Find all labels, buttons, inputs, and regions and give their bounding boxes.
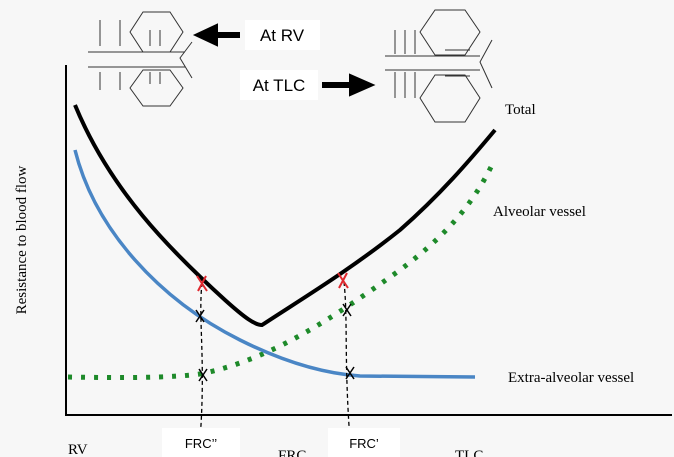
frc-low-label: FRC’’: [185, 436, 217, 451]
x-tlc-label: TLC: [455, 448, 483, 457]
x-rv-label: RV: [68, 442, 88, 457]
diagram: At RV At TLC Total Alveolar vessel Extra…: [0, 0, 674, 457]
at-tlc-label: At TLC: [253, 76, 306, 95]
background: [0, 0, 674, 457]
at-rv-label: At RV: [260, 26, 305, 45]
alveolar-label: Alveolar vessel: [493, 204, 586, 220]
extra-alveolar-label: Extra-alveolar vessel: [508, 370, 634, 386]
frc-high-label: FRC’: [349, 436, 379, 451]
y-axis-label: Resistance to blood flow: [14, 165, 30, 314]
total-label: Total: [505, 102, 536, 118]
x-frc-label: FRC: [278, 448, 306, 457]
